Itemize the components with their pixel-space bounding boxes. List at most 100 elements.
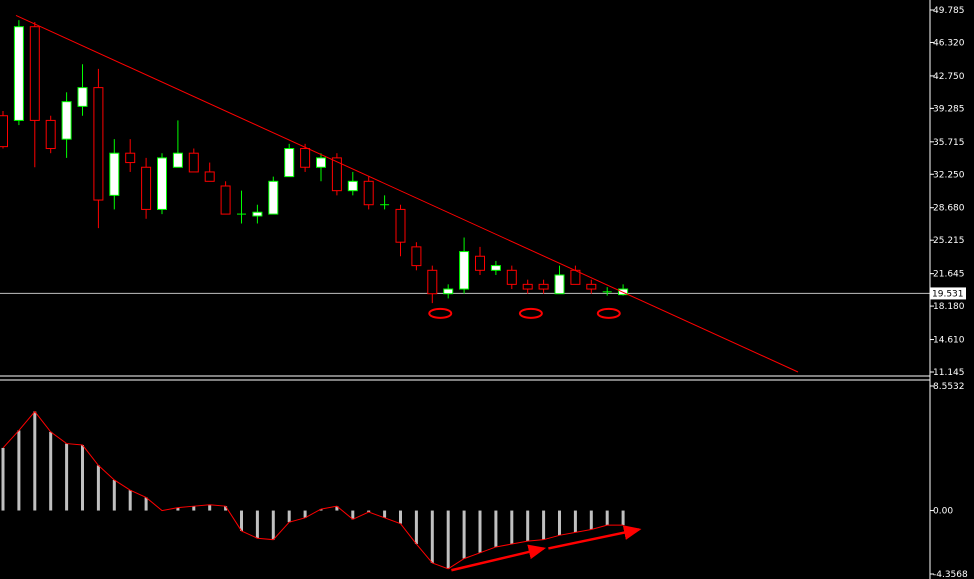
histogram-axis: 8.5532 0.00 -4.3568	[930, 382, 968, 579]
candle	[538, 279, 549, 294]
candle	[188, 148, 199, 173]
candle	[237, 190, 246, 224]
price-tick-label: 39.285	[933, 104, 965, 114]
candle-body	[316, 157, 326, 168]
candle	[13, 20, 24, 126]
candle	[586, 279, 597, 294]
histogram-bars	[1, 410, 625, 570]
candle-body	[347, 180, 358, 192]
candle	[157, 153, 167, 215]
support-circle	[518, 307, 543, 319]
candle-body	[29, 26, 40, 121]
candle-body	[13, 26, 24, 121]
candle-body	[554, 274, 565, 295]
candle-body	[93, 87, 104, 201]
candle-body	[172, 152, 183, 168]
candle-body	[411, 246, 422, 267]
candle-body	[395, 208, 406, 243]
candle	[252, 204, 263, 224]
price-tick-label: 46.320	[933, 38, 965, 48]
candle	[522, 279, 533, 294]
candle	[77, 64, 88, 116]
candle-body	[252, 211, 263, 217]
candle	[204, 162, 215, 182]
candle-body	[188, 152, 199, 173]
candle	[316, 153, 326, 182]
divergence-arrow	[548, 525, 642, 550]
histogram-annotations	[451, 525, 642, 572]
candle	[475, 246, 485, 275]
candle	[331, 153, 342, 196]
candle-body	[268, 180, 279, 215]
histogram-panel	[1, 410, 642, 572]
candle	[602, 287, 612, 296]
candle-body	[300, 148, 311, 168]
candle	[300, 143, 311, 172]
price-tick-label: 32.250	[933, 170, 965, 180]
candle-body	[363, 180, 374, 206]
candle-body	[475, 255, 485, 271]
candle	[220, 181, 231, 215]
price-tick-label: 21.645	[933, 270, 965, 280]
candle	[29, 22, 40, 168]
candle	[109, 139, 120, 210]
candle-body	[125, 152, 136, 164]
candle	[125, 139, 136, 172]
price-tick-label: 14.610	[933, 336, 965, 346]
candle	[395, 204, 406, 257]
candle	[93, 68, 104, 229]
price-tick-label: 11.145	[933, 368, 965, 378]
candle	[443, 284, 454, 299]
trend-line	[15, 15, 799, 373]
price-panel	[0, 15, 930, 373]
candle-body	[538, 283, 549, 290]
histogram-signal-line	[2, 410, 624, 570]
candle-body	[443, 288, 454, 295]
histogram-tick-label: 0.00	[933, 507, 953, 517]
candle-body	[331, 157, 342, 192]
candle-body	[0, 115, 8, 148]
candle-body	[141, 166, 152, 210]
candle-body	[109, 152, 120, 196]
candle	[459, 237, 470, 294]
candle-body	[522, 283, 533, 290]
candle	[380, 195, 390, 210]
candle-body	[204, 171, 215, 182]
candle	[268, 176, 279, 215]
candle	[0, 111, 8, 149]
candles	[0, 20, 629, 304]
candle	[284, 143, 295, 178]
candle-body	[506, 269, 517, 285]
candle	[363, 176, 374, 210]
price-tick-label: 18.180	[933, 302, 965, 312]
candle-body	[586, 283, 597, 290]
candle	[347, 171, 358, 196]
histogram-tick-label: 8.5532	[933, 382, 965, 392]
price-axis: 49.785 46.320 42.750 39.285 35.715 32.250 28.6…	[930, 6, 965, 378]
candle-body	[157, 157, 167, 210]
candle	[490, 260, 501, 275]
candle-body	[490, 265, 501, 271]
histogram-tick-label: -4.3568	[933, 570, 968, 579]
candle	[45, 115, 56, 154]
candle-body	[427, 269, 438, 295]
price-tick-label: 49.785	[933, 6, 965, 16]
candle-body	[61, 101, 72, 140]
current-price-label: 19.531	[932, 289, 964, 299]
candle	[411, 242, 422, 271]
candle	[172, 120, 183, 168]
candle-body	[77, 87, 88, 107]
price-tick-label: 42.750	[933, 72, 965, 82]
candle	[427, 265, 438, 304]
candle	[554, 265, 565, 295]
support-circle	[428, 307, 453, 319]
candle	[141, 157, 152, 219]
divergence-arrow	[451, 544, 547, 572]
price-tick-label: 25.215	[933, 236, 965, 246]
candle-body	[45, 119, 56, 150]
price-tick-label: 35.715	[933, 138, 965, 148]
candle	[61, 92, 72, 158]
current-price-box	[930, 287, 966, 300]
